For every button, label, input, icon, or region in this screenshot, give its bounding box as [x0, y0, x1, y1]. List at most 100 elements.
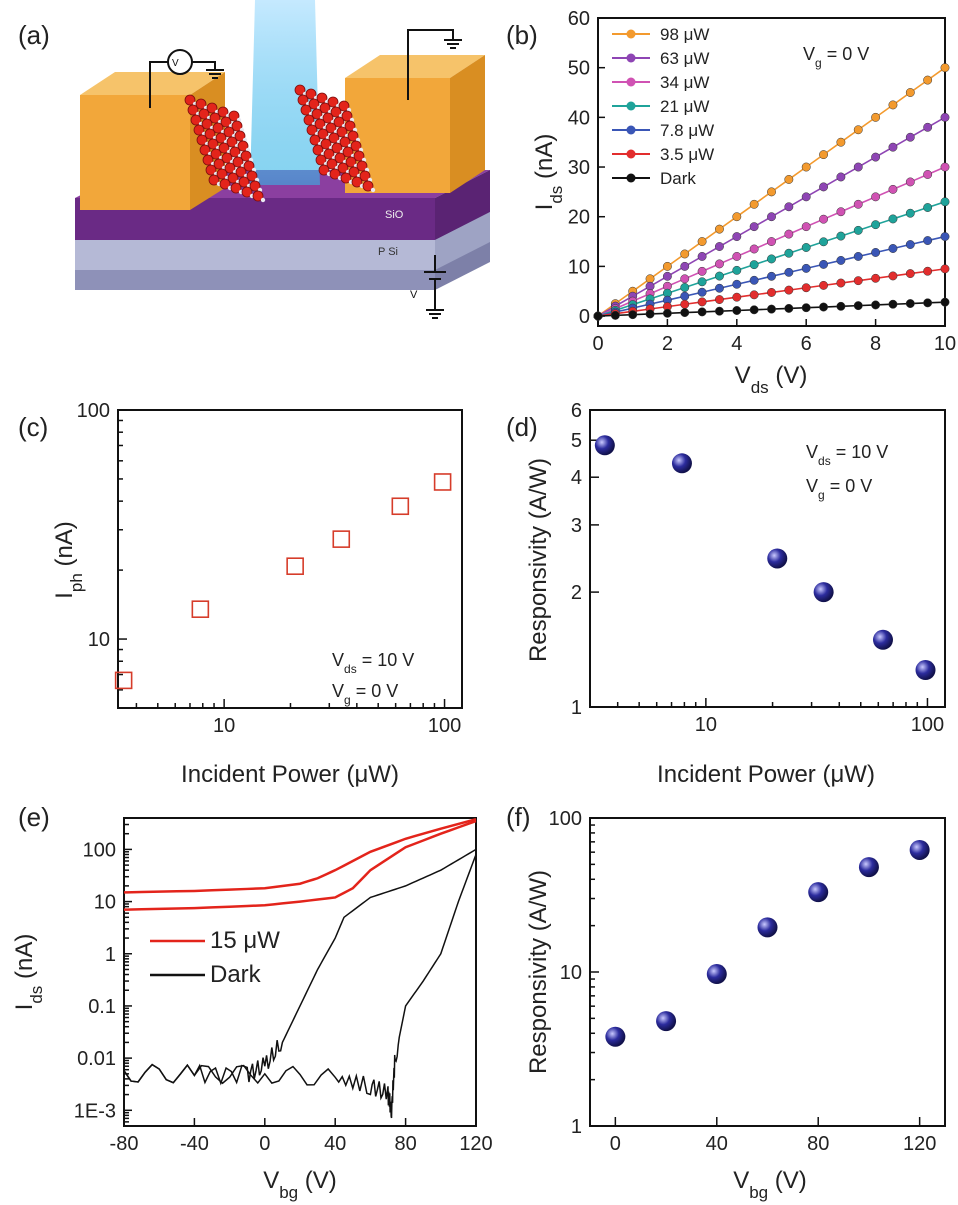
lattice-atom-red: [322, 112, 334, 124]
chart-b-point: [819, 302, 828, 312]
chart-c-annotation-vds-rest: = 10 V: [357, 650, 415, 670]
lattice-atom-red: [221, 152, 233, 164]
chart-b-point: [801, 192, 811, 202]
chart-d-annotation-vds-sub: ds: [818, 454, 831, 468]
chart-e-xtick-label: 0: [259, 1133, 270, 1155]
chart-f-xtick-label: 80: [807, 1133, 829, 1155]
chart-b-point: [923, 203, 933, 212]
chart-f-xlabel-main: V: [733, 1167, 749, 1194]
chart-b-ytick-label: 20: [568, 207, 590, 229]
chart-c-annotation-vds: Vds = 10 V: [332, 650, 414, 676]
lattice-atom-red: [216, 168, 228, 180]
chart-e-xtick-label: 80: [394, 1133, 416, 1155]
panel-label-a: (a): [18, 20, 50, 50]
chart-b-point: [784, 248, 794, 258]
chart-b-point: [940, 112, 950, 122]
chart-b-legend-label: Dark: [660, 169, 696, 188]
chart-c-point: [286, 557, 304, 575]
lattice-atom-red: [315, 154, 327, 166]
chart-c-ytick-label: 100: [77, 400, 110, 422]
chart-b-point: [888, 100, 898, 110]
chart-b-point: [697, 297, 707, 307]
chart-b-point: [767, 212, 776, 222]
chart-d-point: [915, 660, 936, 681]
chart-b-point: [819, 237, 828, 247]
lattice-atom-red: [306, 124, 318, 136]
chart-e-ytick-label: 1: [105, 944, 116, 966]
chart-d-xtick-label: 100: [911, 714, 944, 736]
chart-b-point: [593, 311, 603, 321]
chart-b-point: [801, 303, 811, 313]
chart-b-point: [819, 259, 828, 269]
chart-c-point: [332, 530, 351, 548]
chart-b-point: [940, 264, 950, 274]
chart-f-point: [656, 1011, 677, 1032]
lattice-atom-red: [234, 130, 246, 142]
chart-b-point: [767, 237, 776, 246]
chart-b-ylabel-unit: (nA): [531, 134, 558, 186]
lattice-atom-white: [370, 187, 376, 193]
chart-c: 10 100 10 100 Incident Power (μW) Iph (nA) Vds…: [51, 400, 463, 788]
chart-b-point: [923, 266, 933, 276]
chart-b-point: [923, 122, 933, 132]
lattice-atom-red: [323, 148, 335, 160]
chart-d-ytick-label: 4: [571, 467, 582, 489]
chart-d-point: [767, 548, 788, 569]
chart-f-frame: [589, 817, 946, 1127]
lattice-atom-red: [348, 166, 360, 178]
chart-e-xtick-label: 120: [459, 1133, 492, 1155]
lattice-atom-red: [356, 160, 368, 172]
chart-d-annotation-vds: Vds = 10 V: [806, 442, 888, 468]
chart-b-point: [871, 273, 881, 283]
chart-b-point: [715, 306, 724, 316]
chart-b-point: [836, 301, 846, 311]
chart-b-point: [801, 263, 811, 273]
sio2-label: SiO: [385, 209, 404, 221]
chart-f-ytick-label: 100: [549, 808, 582, 830]
ground-icon-left: [206, 69, 224, 79]
chart-b-ytick-label: 40: [568, 107, 590, 129]
chart-b-xlabel-sub: ds: [751, 378, 769, 397]
chart-b-point: [697, 266, 707, 276]
lattice-atom-red: [351, 176, 363, 188]
chart-c-point: [191, 600, 210, 618]
chart-e-xlabel-unit: (V): [298, 1167, 337, 1194]
chart-c-ylabel-main: I: [51, 592, 78, 599]
chart-b-point: [749, 199, 759, 209]
chart-b-ytick-label: 60: [568, 8, 590, 30]
chart-f-point: [605, 1026, 626, 1047]
lattice-atom-red: [204, 128, 216, 140]
chart-d-ytick-label: 6: [571, 400, 582, 422]
chart-c-xlabel: Incident Power (μW): [181, 761, 399, 788]
ground-icon-gate: [426, 309, 444, 319]
chart-d-xlabel: Incident Power (μW): [657, 761, 875, 788]
left-electrode-front: [80, 95, 190, 210]
ground-icon-right: [444, 39, 462, 49]
chart-d-ytick-label: 3: [571, 515, 582, 537]
chart-b-point: [853, 252, 863, 261]
chart-b-point: [732, 212, 742, 222]
chart-b-point: [749, 222, 759, 232]
chart-b-point: [940, 232, 950, 242]
chart-c-annotation-vds-v: V: [332, 650, 344, 670]
lattice-atom-red: [246, 170, 258, 182]
chart-c-annotation-vg-sub: g: [344, 693, 351, 707]
chart-c-point: [391, 497, 410, 516]
lattice-atom-red: [205, 164, 217, 176]
chart-d-annotation-vg-rest: = 0 V: [825, 476, 873, 496]
lattice-atom-red: [252, 190, 264, 202]
chart-b-point: [940, 197, 950, 207]
chart-d-annotation-vg-sub: g: [818, 488, 825, 502]
chart-f-ytick-label: 10: [560, 962, 582, 984]
chart-b-point: [871, 220, 881, 230]
chart-c-ylabel-unit: (nA): [51, 521, 78, 573]
chart-c-ylabel-sub: ph: [67, 573, 86, 592]
chart-b-point: [871, 248, 881, 257]
chart-b-xlabel-unit: (V): [769, 362, 808, 389]
lattice-atom-red: [347, 130, 359, 142]
chart-e: -80 -40 0 40 80 120 1E-3 0.01 0.1 1 10 100 Vbg (V) Id…: [11, 817, 493, 1202]
chart-d-ytick-label: 5: [571, 430, 582, 452]
chart-b-point: [905, 240, 915, 249]
chart-b-ytick-label: 10: [568, 256, 590, 278]
chart-b-point: [836, 207, 846, 217]
